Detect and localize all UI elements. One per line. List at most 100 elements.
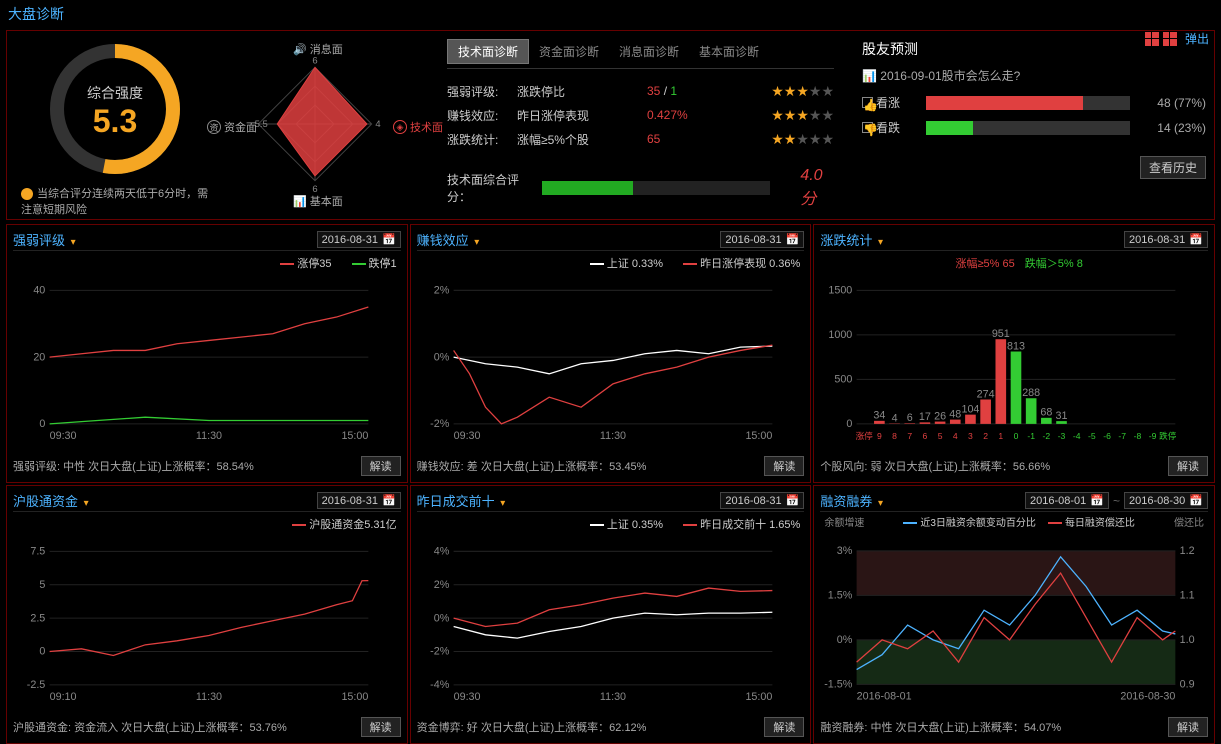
metric-row: 强弱评级:涨跌停比35 / 1★★★★★: [447, 79, 834, 103]
interpret-button[interactable]: 解读: [361, 456, 401, 476]
svg-text:48: 48: [950, 408, 962, 420]
grid-icon-2[interactable]: [1163, 32, 1177, 46]
svg-text:15:00: 15:00: [341, 430, 368, 442]
vote-up-pct: 48 (77%): [1136, 96, 1206, 110]
svg-text:40: 40: [33, 285, 45, 297]
svg-text:2: 2: [984, 431, 989, 441]
stars: ★★★★★: [771, 107, 834, 124]
panel-title[interactable]: 融资融券 ▾: [820, 491, 883, 510]
stars: ★★★★★: [771, 131, 834, 148]
svg-text:3%: 3%: [837, 545, 853, 557]
chart: 050010001500涨停34948671762654841043274295…: [820, 273, 1208, 452]
date-picker[interactable]: 2016-08-31📅: [317, 231, 401, 248]
interpret-button[interactable]: 解读: [1168, 717, 1208, 737]
svg-text:11:30: 11:30: [600, 430, 626, 442]
date-picker-2[interactable]: 2016-08-30📅: [1124, 492, 1208, 509]
svg-text:288: 288: [1023, 387, 1041, 399]
panel-title[interactable]: 昨日成交前十 ▾: [417, 491, 506, 510]
score-bar: [542, 181, 771, 195]
vote-down-row[interactable]: 👎 看跌 14 (23%): [862, 119, 1206, 136]
panel-title[interactable]: 涨跌统计 ▾: [820, 230, 883, 249]
svg-text:26: 26: [934, 410, 946, 422]
thumb-down-icon: 👎: [862, 122, 873, 133]
svg-text:5: 5: [938, 431, 943, 441]
interpret-button[interactable]: 解读: [361, 717, 401, 737]
svg-text:跌停: 跌停: [1159, 430, 1177, 441]
svg-text:15:00: 15:00: [745, 430, 772, 442]
svg-text:4: 4: [953, 431, 958, 441]
tabs: 技术面诊断资金面诊断消息面诊断基本面诊断: [447, 39, 834, 69]
svg-text:4: 4: [375, 119, 380, 130]
tab-3[interactable]: 基本面诊断: [689, 40, 769, 63]
svg-text:4%: 4%: [433, 546, 449, 558]
svg-text:-2%: -2%: [430, 646, 450, 658]
date-picker[interactable]: 2016-08-31📅: [1124, 231, 1208, 248]
svg-text:0: 0: [847, 418, 853, 430]
svg-text:09:10: 09:10: [50, 691, 77, 703]
svg-text:2%: 2%: [433, 579, 449, 591]
panel-footer-text: 沪股通资金: 资金流入 次日大盘(上证)上涨概率：53.76%: [13, 719, 287, 735]
panel-0: 强弱评级 ▾ 2016-08-31📅 涨停35跌停1 0204009:3011:…: [6, 224, 408, 483]
gauge-label: 综合强度: [45, 83, 185, 103]
date-picker[interactable]: 2016-08-01📅: [1025, 492, 1109, 509]
svg-text:09:30: 09:30: [50, 430, 77, 442]
svg-text:-9: -9: [1149, 431, 1157, 441]
grid-icon[interactable]: [1145, 32, 1159, 46]
tab-2[interactable]: 消息面诊断: [609, 40, 689, 63]
popup-link[interactable]: 弹出: [1185, 30, 1209, 47]
svg-text:2016-08-01: 2016-08-01: [857, 690, 912, 702]
panel-3: 沪股通资金 ▾ 2016-08-31📅 沪股通资金5.31亿 -2.502.55…: [6, 485, 408, 744]
interpret-button[interactable]: 解读: [764, 717, 804, 737]
chart: -4%-2%0%2%4%09:3011:3015:00: [417, 534, 805, 713]
svg-text:8: 8: [892, 431, 897, 441]
svg-text:7.5: 7.5: [30, 546, 45, 558]
svg-text:0: 0: [39, 418, 45, 430]
panel-footer-text: 融资融券: 中性 次日大盘(上证)上涨概率：54.07%: [820, 719, 1061, 735]
panel-footer-text: 赚钱效应: 差 次日大盘(上证)上涨概率：53.45%: [417, 458, 647, 474]
panel-2: 涨跌统计 ▾ 2016-08-31📅 涨幅≥5% 65跌幅＞5% 8 05001…: [813, 224, 1215, 483]
svg-text:0%: 0%: [433, 351, 449, 363]
svg-text:2%: 2%: [433, 285, 449, 297]
score-label: 技术面综合评分：: [447, 171, 532, 205]
metric-row: 赚钱效应:昨日涨停表现0.427%★★★★★: [447, 103, 834, 127]
gauge: 综合强度 5.3: [45, 39, 185, 179]
radar-label-top: 🔊 消息面: [293, 41, 343, 57]
predict-question: 📊 2016-09-01股市会怎么走?: [862, 67, 1206, 84]
radar-label-right: ◈ 技术面: [393, 119, 443, 135]
svg-text:-4: -4: [1073, 431, 1081, 441]
stars: ★★★★★: [771, 83, 834, 100]
vote-up-row[interactable]: 👍 看涨 48 (77%): [862, 94, 1206, 111]
svg-text:11:30: 11:30: [196, 430, 222, 442]
warn-icon: [21, 188, 33, 200]
interpret-button[interactable]: 解读: [764, 456, 804, 476]
svg-text:7: 7: [908, 431, 913, 441]
panel-title[interactable]: 赚钱效应 ▾: [417, 230, 480, 249]
tab-0[interactable]: 技术面诊断: [447, 39, 529, 64]
svg-text:0.9: 0.9: [1180, 679, 1195, 691]
svg-text:5: 5: [39, 579, 45, 591]
svg-text:11:30: 11:30: [196, 691, 222, 703]
chart: -2%0%2%09:3011:3015:00: [417, 273, 805, 452]
chart: -2.502.557.509:1011:3015:00: [13, 534, 401, 713]
panel-footer-text: 个股风向: 弱 次日大盘(上证)上涨概率：56.66%: [820, 458, 1050, 474]
radar-label-bottom: 📊 基本面: [293, 193, 343, 209]
date-picker[interactable]: 2016-08-31📅: [720, 231, 804, 248]
svg-text:09:30: 09:30: [453, 430, 480, 442]
svg-text:-8: -8: [1134, 431, 1142, 441]
date-picker[interactable]: 2016-08-31📅: [720, 492, 804, 509]
svg-text:6: 6: [923, 431, 928, 441]
tab-1[interactable]: 资金面诊断: [529, 40, 609, 63]
radar-label-left: 资 资金面: [207, 119, 257, 135]
svg-text:68: 68: [1041, 407, 1053, 419]
interpret-button[interactable]: 解读: [1168, 456, 1208, 476]
svg-text:-7: -7: [1119, 431, 1127, 441]
panel-1: 赚钱效应 ▾ 2016-08-31📅 上证 0.33%昨日涨停表现 0.36% …: [410, 224, 812, 483]
svg-text:2.5: 2.5: [30, 612, 45, 624]
date-picker[interactable]: 2016-08-31📅: [317, 492, 401, 509]
svg-text:1000: 1000: [829, 329, 853, 341]
panel-title[interactable]: 强弱评级 ▾: [13, 230, 76, 249]
svg-text:涨停: 涨停: [856, 430, 874, 441]
history-button[interactable]: 查看历史: [1140, 156, 1206, 179]
svg-text:6: 6: [312, 56, 317, 67]
panel-title[interactable]: 沪股通资金 ▾: [13, 491, 89, 510]
